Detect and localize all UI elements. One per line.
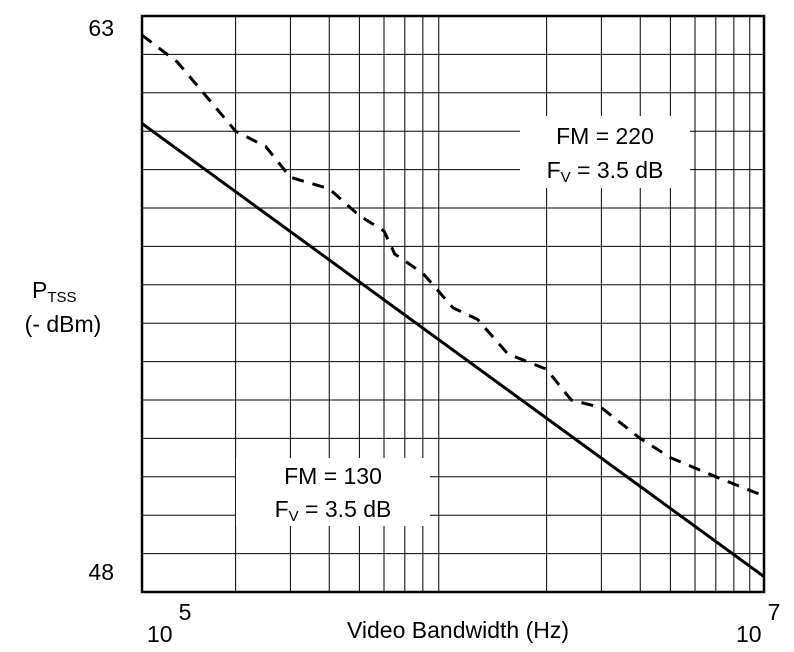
annotation-fm130-line1: FM = 130 — [284, 463, 382, 489]
plot-frame — [140, 14, 766, 594]
series-line-fm130 — [141, 122, 765, 578]
x-axis-label: Video Bandwidth (Hz) — [347, 617, 569, 643]
y-axis-unit: (- dBm) — [25, 311, 102, 337]
annotation-fm220-background — [520, 116, 690, 188]
x-tick-label-min: 105 — [147, 599, 191, 647]
y-tick-label-max: 63 — [88, 15, 114, 41]
x-tick-label-max: 107 — [736, 599, 780, 647]
y-tick-label-min: 48 — [88, 559, 114, 585]
annotation-fm130-line2: FV = 3.5 dB — [275, 496, 392, 525]
annotation-fm130-background — [236, 458, 430, 526]
series-layer — [141, 34, 765, 578]
annotation-fm220-line2: FV = 3.5 dB — [547, 157, 664, 186]
grid — [142, 16, 764, 592]
y-axis-label: PTSS — [32, 277, 77, 306]
series-line-fm220 — [141, 34, 765, 498]
annotation-fm220-line1: FM = 220 — [556, 123, 654, 149]
